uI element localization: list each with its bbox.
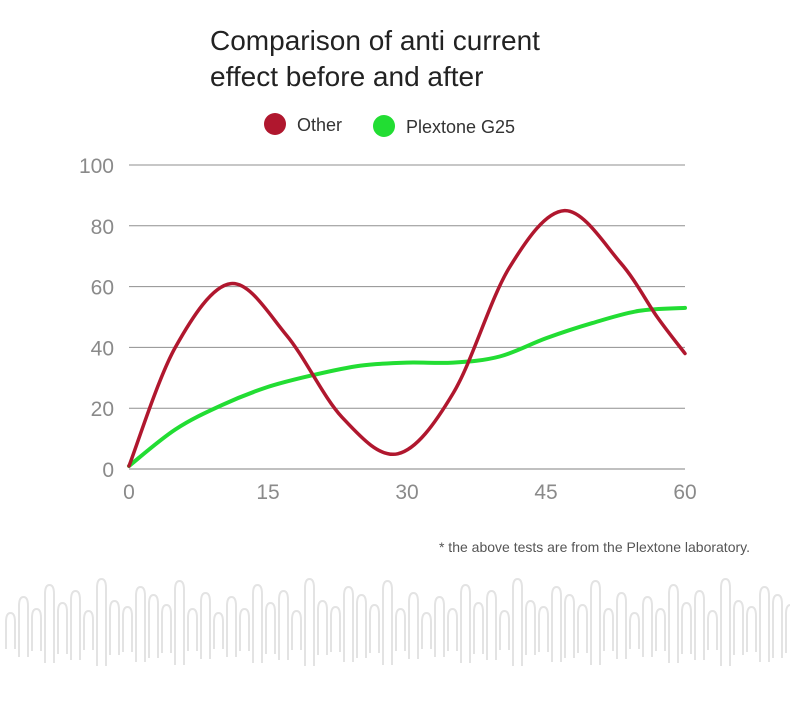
wave-lines bbox=[5, 577, 790, 666]
y-tick-label: 100 bbox=[79, 155, 114, 178]
y-tick-label: 0 bbox=[102, 459, 114, 482]
x-tick-label: 15 bbox=[256, 481, 279, 504]
y-axis-ticks: 0 20 40 60 80 100 bbox=[79, 155, 114, 482]
legend-item-other: Other bbox=[264, 113, 342, 135]
y-tick-label: 60 bbox=[91, 277, 114, 300]
y-tick-label: 40 bbox=[91, 337, 114, 360]
decorative-wave-pattern bbox=[5, 577, 790, 666]
x-tick-label: 45 bbox=[534, 481, 557, 504]
legend-label-plextone: Plextone G25 bbox=[406, 117, 515, 137]
footnote: * the above tests are from the Plextone … bbox=[439, 539, 750, 555]
series-line-other bbox=[127, 208, 687, 468]
legend-marker-plextone bbox=[373, 115, 395, 137]
x-tick-label: 60 bbox=[673, 481, 696, 504]
x-tick-label: 30 bbox=[395, 481, 418, 504]
x-axis-ticks: 0 15 30 45 60 bbox=[123, 481, 697, 504]
legend-label-other: Other bbox=[297, 115, 342, 135]
y-tick-label: 80 bbox=[91, 216, 114, 239]
gridlines bbox=[129, 164, 685, 470]
y-tick-label: 20 bbox=[91, 398, 114, 421]
series-lines bbox=[127, 208, 687, 468]
chart-title-line-1: Comparison of anti current bbox=[210, 25, 540, 56]
chart-title-line-2: effect before and after bbox=[210, 61, 483, 92]
legend: Other Plextone G25 bbox=[264, 113, 515, 137]
legend-marker-other bbox=[264, 113, 286, 135]
series-line-plextone-g25 bbox=[127, 305, 687, 468]
legend-item-plextone: Plextone G25 bbox=[373, 115, 515, 137]
x-tick-label: 0 bbox=[123, 481, 135, 504]
